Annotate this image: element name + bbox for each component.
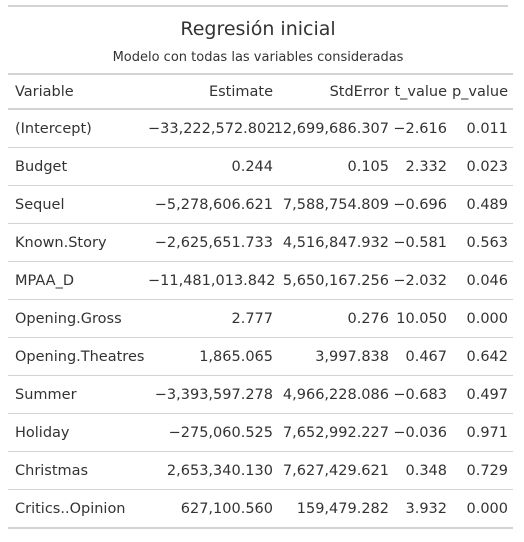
cell-variable: Known.Story: [8, 223, 148, 262]
cell-variable: Critics..Opinion: [8, 489, 148, 529]
cell-stderror: 0.276: [273, 299, 389, 338]
cell-estimate: −275,060.525: [148, 413, 273, 452]
table-subtitle: Modelo con todas las variables considera…: [112, 50, 404, 65]
cell-t-value: −0.696: [389, 185, 447, 224]
cell-t-value: 10.050: [389, 299, 447, 338]
cell-variable: Holiday: [8, 413, 148, 452]
cell-t-value: −0.036: [389, 413, 447, 452]
cell-t-value: 3.932: [389, 489, 447, 529]
cell-t-value: −0.683: [389, 375, 447, 414]
cell-variable: (Intercept): [8, 109, 148, 148]
table-row: Sequel −5,278,606.621 7,588,754.809 −0.696 0…: [8, 185, 513, 224]
cell-variable: Summer: [8, 375, 148, 414]
cell-estimate: −5,278,606.621: [148, 185, 273, 224]
cell-p-value: 0.642: [447, 337, 513, 376]
header-variable: Variable: [15, 83, 74, 100]
cell-variable: Christmas: [8, 451, 148, 490]
cell-stderror: 7,652,992.227: [273, 413, 389, 452]
cell-p-value: 0.023: [447, 147, 513, 186]
cell-p-value: 0.000: [447, 299, 513, 338]
cell-stderror: 4,966,228.086: [273, 375, 389, 414]
cell-p-value: 0.971: [447, 413, 513, 452]
cell-t-value: −2.616: [389, 109, 447, 148]
table-row: Holiday −275,060.525 7,652,992.227 −0.036 0.…: [8, 413, 513, 452]
cell-p-value: 0.011: [447, 109, 513, 148]
cell-t-value: 0.467: [389, 337, 447, 376]
cell-stderror: 3,997.838: [273, 337, 389, 376]
cell-variable: Opening.Theatres: [8, 337, 148, 376]
table-row: (Intercept) −33,222,572.802 12,699,686.307…: [8, 109, 513, 148]
header-estimate: Estimate: [208, 83, 273, 100]
header-p-value: p_value: [451, 83, 508, 100]
cell-stderror: 4,516,847.932: [273, 223, 389, 262]
cell-t-value: 0.348: [389, 451, 447, 490]
cell-estimate: 2,653,340.130: [148, 451, 273, 490]
cell-p-value: 0.000: [447, 489, 513, 529]
header-row: Variable Estimate StdError t_value p_val…: [8, 74, 513, 109]
cell-estimate: 1,865.065: [148, 337, 273, 376]
table-row: Opening.Theatres 1,865.065 3,997.838 0.467 0…: [8, 337, 513, 376]
cell-stderror: 159,479.282: [273, 489, 389, 529]
header-t-value: t_value: [394, 83, 447, 100]
cell-estimate: −33,222,572.802: [148, 109, 275, 148]
cell-estimate: −11,481,013.842: [148, 261, 275, 300]
table-body: (Intercept) −33,222,572.802 12,699,686.307…: [8, 109, 513, 529]
cell-t-value: 2.332: [389, 147, 447, 186]
header-stderror: StdError: [329, 83, 389, 100]
coefficients-table: Variable Estimate StdError t_value p_val…: [8, 73, 513, 529]
cell-p-value: 0.497: [447, 375, 513, 414]
table-row: MPAA_D −11,481,013.842 5,650,167.256 −2.032…: [8, 261, 513, 300]
cell-p-value: 0.729: [447, 451, 513, 490]
regression-table-container: Regresión inicial Modelo con todas las v…: [8, 5, 513, 529]
cell-estimate: 627,100.560: [148, 489, 273, 529]
top-rule: [8, 5, 508, 7]
cell-stderror: 5,650,167.256: [273, 261, 389, 300]
table-row: Opening.Gross 2.777 0.276 10.050 0.000: [8, 299, 513, 338]
cell-stderror: 7,627,429.621: [273, 451, 389, 490]
cell-stderror: 12,699,686.307: [273, 109, 389, 148]
cell-estimate: 0.244: [148, 147, 273, 186]
cell-variable: Sequel: [8, 185, 148, 224]
cell-p-value: 0.046: [447, 261, 513, 300]
table-row: Critics..Opinion 627,100.560 159,479.282 3.…: [8, 489, 513, 529]
cell-t-value: −0.581: [389, 223, 447, 262]
cell-variable: Opening.Gross: [8, 299, 148, 338]
table-row: Christmas 2,653,340.130 7,627,429.621 0.348…: [8, 451, 513, 490]
cell-estimate: −2,625,651.733: [148, 223, 273, 262]
cell-t-value: −2.032: [389, 261, 447, 300]
cell-stderror: 0.105: [273, 147, 389, 186]
table-title: Regresión inicial: [180, 18, 336, 40]
table-row: Budget 0.244 0.105 2.332 0.023: [8, 147, 513, 186]
cell-estimate: 2.777: [148, 299, 273, 338]
cell-p-value: 0.563: [447, 223, 513, 262]
cell-variable: MPAA_D: [8, 261, 148, 300]
cell-stderror: 7,588,754.809: [273, 185, 389, 224]
table-row: Known.Story −2,625,651.733 4,516,847.932 −0…: [8, 223, 513, 262]
cell-p-value: 0.489: [447, 185, 513, 224]
table-row: Summer −3,393,597.278 4,966,228.086 −0.683 0…: [8, 375, 513, 414]
cell-estimate: −3,393,597.278: [148, 375, 273, 414]
cell-variable: Budget: [8, 147, 148, 186]
